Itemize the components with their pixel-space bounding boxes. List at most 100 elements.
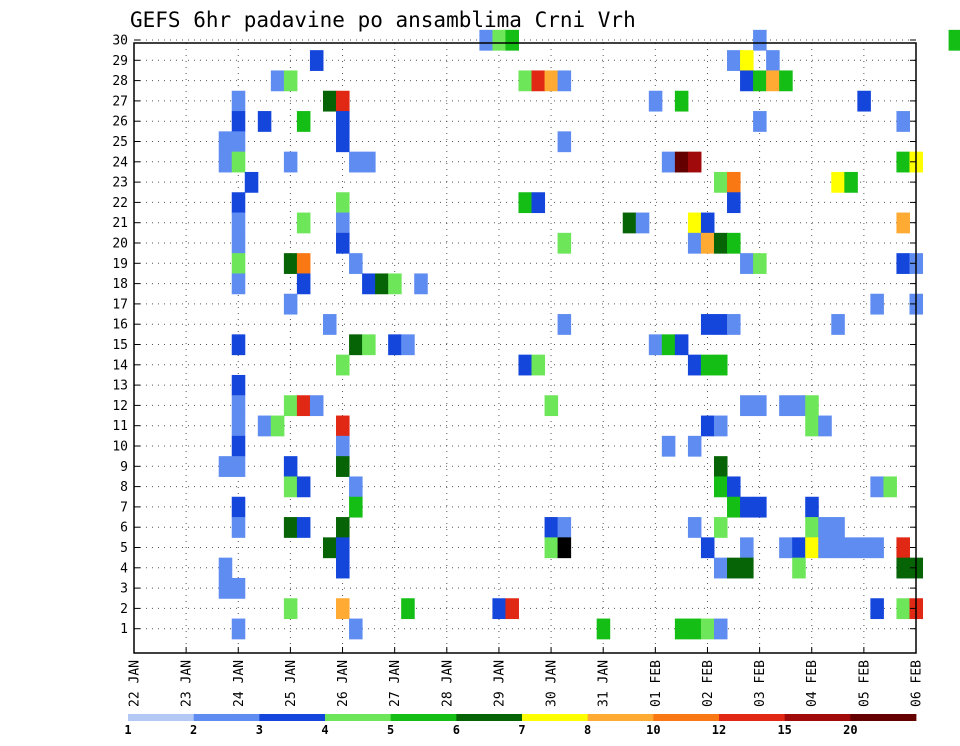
heatmap-cell [700, 415, 715, 437]
heatmap-cell [518, 70, 533, 92]
x-tick-label: 27 JAN [388, 660, 403, 707]
y-tick-label: 7 [120, 500, 128, 515]
heatmap-cell [687, 212, 702, 234]
heatmap-cell [231, 618, 246, 640]
heatmap-cell [296, 476, 311, 498]
heatmap-cell [283, 293, 298, 315]
y-tick-label: 6 [120, 521, 128, 536]
heatmap-cell [231, 212, 246, 234]
heatmap-cell [779, 537, 793, 559]
y-tick-label: 21 [112, 216, 128, 231]
heatmap-cell [231, 111, 246, 132]
legend-swatch [259, 714, 326, 721]
heatmap-cell [557, 131, 572, 153]
heatmap-cell [362, 151, 376, 173]
heatmap-cell [753, 395, 767, 417]
heatmap-cell [492, 29, 506, 51]
heatmap-cell [700, 618, 715, 640]
heatmap-cell [687, 354, 702, 376]
heatmap-cell [792, 557, 806, 579]
y-tick-label: 23 [112, 176, 128, 191]
heatmap-cell [388, 334, 402, 356]
heatmap-cell [349, 618, 363, 640]
heatmap-cell [818, 537, 832, 559]
heatmap-cell [257, 415, 272, 437]
heatmap-cell [231, 232, 246, 254]
heatmap-cell [713, 456, 728, 477]
heatmap-cell [727, 192, 741, 214]
axes: 1234567891011121314151617181920212223242… [112, 34, 924, 707]
heatmap-cell [544, 395, 559, 417]
heatmap-cell [792, 537, 806, 559]
heatmap-cell [557, 314, 572, 335]
heatmap-cell [700, 537, 715, 559]
heatmap-cell [544, 517, 559, 538]
legend-swatch [784, 714, 851, 721]
legend-swatch [193, 714, 260, 721]
heatmap-cell [322, 537, 337, 559]
heatmap-cell [257, 111, 272, 132]
heatmap-cell [648, 334, 663, 356]
heatmap-cell [687, 618, 702, 640]
legend-swatch [128, 714, 195, 721]
heatmap-cell [766, 70, 780, 92]
heatmap-cell [727, 314, 741, 335]
heatmap-cell [818, 517, 832, 538]
heatmap-cell [218, 577, 233, 599]
heatmap-cell [713, 354, 728, 376]
y-tick-label: 14 [112, 358, 128, 373]
heatmap-cell [518, 192, 533, 214]
legend-label: 2 [190, 723, 197, 737]
heatmap-cell [231, 517, 246, 538]
legend-swatch [719, 714, 786, 721]
heatmap-cell [362, 334, 376, 356]
heatmap-cell [596, 618, 611, 640]
heatmap-cell [700, 212, 715, 234]
heatmap-cell [896, 537, 910, 559]
legend-swatch [587, 714, 654, 721]
heatmap-cell [218, 131, 233, 153]
color-legend: 1 2 3 4 5 6 7 8 10 12 15 20 [124, 714, 917, 737]
heatmap-cell [231, 151, 246, 173]
heatmap-cell [713, 415, 728, 437]
heatmap-cell [349, 476, 363, 498]
heatmap-cell [218, 456, 233, 477]
heatmap-cell [727, 50, 741, 71]
heatmap-cell [349, 253, 363, 274]
heatmap-cell [831, 171, 845, 193]
heatmap-cell [231, 131, 246, 153]
legend-label: 20 [843, 723, 857, 737]
heatmap-cell [713, 476, 728, 498]
heatmap-cell [492, 598, 506, 620]
heatmap-cell [218, 151, 233, 173]
heatmap-cell [740, 253, 754, 274]
heatmap-cell [296, 517, 311, 538]
heatmap-cell [531, 354, 546, 376]
y-tick-label: 3 [120, 582, 128, 597]
heatmap-cell [779, 395, 793, 417]
heatmap-cell [349, 496, 363, 518]
x-tick-label: 30 JAN [545, 660, 560, 707]
heatmap-cell [870, 537, 884, 559]
heatmap-cell [713, 171, 728, 193]
heatmap-cell [336, 537, 350, 559]
heatmap-cell [831, 517, 845, 538]
heatmap-cell [622, 212, 637, 234]
heatmap-cell [283, 598, 298, 620]
heatmap-cell [727, 496, 741, 518]
x-tick-label: 01 FEB [649, 660, 664, 707]
heatmap-cell [713, 517, 728, 538]
y-tick-label: 26 [112, 115, 128, 130]
legend-label: 6 [453, 723, 460, 737]
heatmap-cell [857, 537, 871, 559]
y-tick-label: 11 [112, 419, 128, 434]
x-tick-label: 25 JAN [284, 660, 299, 707]
y-tick-label: 15 [112, 338, 128, 353]
heatmap-cell [296, 212, 311, 234]
heatmap-cell [740, 496, 754, 518]
heatmap-cell [948, 29, 960, 51]
heatmap-cell [309, 50, 324, 71]
heatmap-cell [322, 90, 337, 112]
heatmap-cell [505, 598, 519, 620]
x-tick-label: 24 JAN [232, 660, 247, 707]
